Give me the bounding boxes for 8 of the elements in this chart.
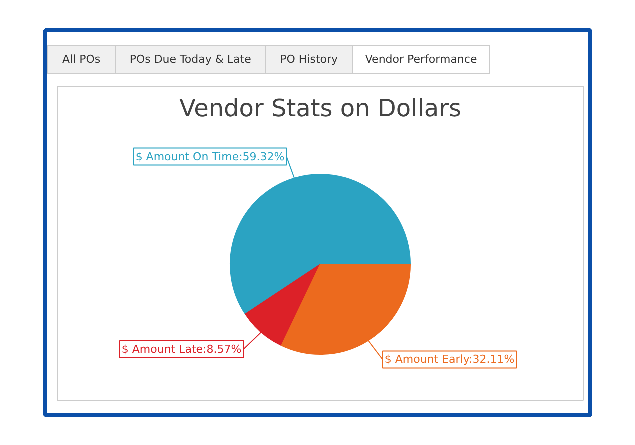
chart-title: Vendor Stats on Dollars bbox=[180, 94, 462, 122]
text: PO History bbox=[280, 53, 339, 66]
slice-label: $ Amount Late:8.57% bbox=[122, 342, 242, 356]
text: All POs bbox=[62, 53, 101, 66]
text: Vendor Performance bbox=[365, 53, 478, 66]
text: POs Due Today & Late bbox=[130, 53, 252, 66]
slice-label: $ Amount Early:32.11% bbox=[384, 353, 515, 366]
slice-label: $ Amount On Time:59.32% bbox=[136, 150, 285, 164]
